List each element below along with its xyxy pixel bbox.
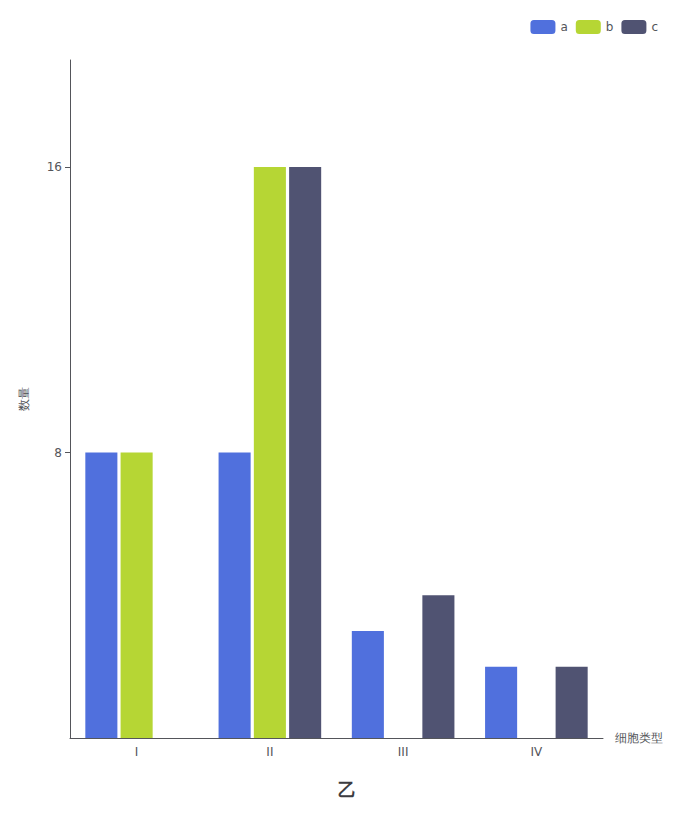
svg-text:c: c [651,20,658,34]
svg-text:b: b [606,20,614,34]
svg-text:I: I [135,745,139,759]
svg-text:a: a [560,20,567,34]
svg-text:数量: 数量 [17,387,31,411]
svg-text:II: II [266,745,273,759]
svg-text:8: 8 [54,446,62,460]
svg-text:乙: 乙 [338,779,356,800]
svg-text:IV: IV [531,745,544,759]
svg-text:细胞类型: 细胞类型 [615,731,663,745]
svg-text:16: 16 [47,160,62,174]
svg-text:III: III [398,745,409,759]
